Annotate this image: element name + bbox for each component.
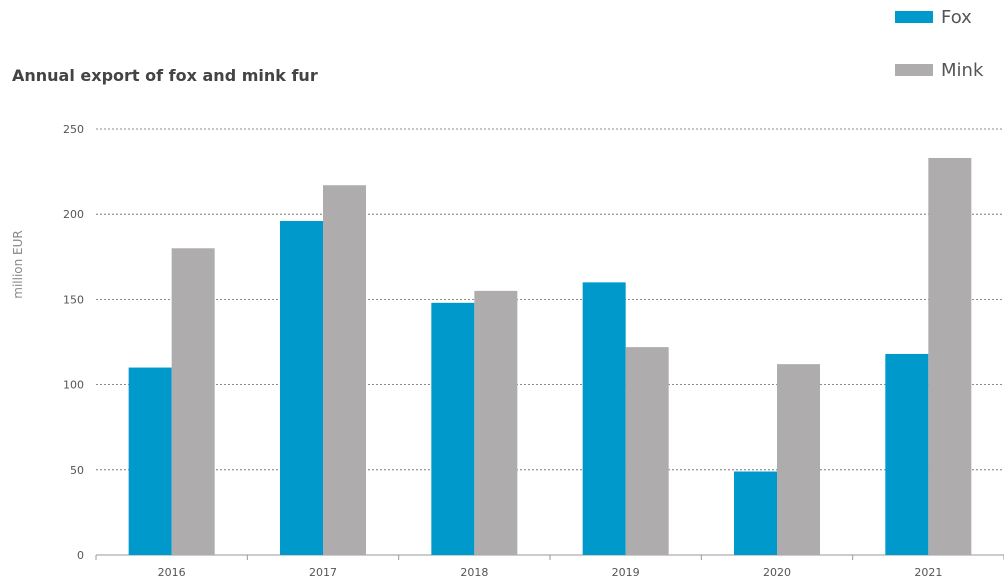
x-tick-label: 2020 [763,566,791,579]
legend-label-fox: Fox [941,6,972,28]
bar-fox-2019 [582,282,626,555]
legend-swatch-fox [895,11,933,23]
y-axis-title: million EUR [11,230,25,299]
bar-mink-2018 [474,290,518,555]
bar-fox-2017 [280,221,323,556]
x-tick-label: 2016 [158,566,186,579]
chart-title: Annual export of fox and mink fur [12,66,318,85]
y-tick-label: 100 [63,379,84,392]
bar-fox-2018 [431,302,475,555]
y-tick-label: 200 [63,208,84,221]
x-tick-label: 2021 [914,566,942,579]
bar-mink-2016 [171,248,215,555]
bar-fox-2016 [128,367,172,555]
legend-swatch-mink [895,64,933,76]
bar-mink-2017 [323,185,366,555]
legend-label-mink: Mink [941,59,984,81]
x-tick-label: 2019 [612,566,640,579]
x-tick-label: 2018 [460,566,488,579]
y-tick-label: 0 [77,549,84,562]
legend-item-fox: Fox [895,4,972,30]
legend-item-mink: Mink [895,57,983,83]
bar-mink-2020 [777,364,820,555]
y-tick-label: 250 [63,123,84,136]
y-tick-label: 50 [70,464,84,477]
bar-fox-2021 [885,353,929,555]
bar-mink-2019 [625,347,669,555]
bar-mink-2021 [928,157,972,555]
x-tick-label: 2017 [309,566,337,579]
y-tick-label: 150 [63,293,84,306]
bar-fox-2020 [734,471,777,555]
